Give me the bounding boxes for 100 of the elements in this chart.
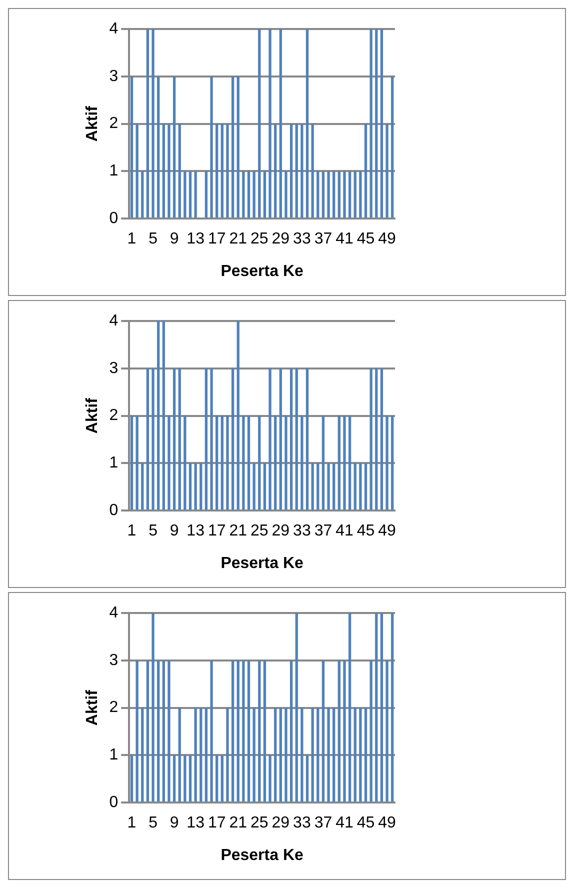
y-tick-label: 1 bbox=[109, 162, 118, 180]
y-tick-label: 2 bbox=[109, 115, 118, 132]
x-tick-label: 29 bbox=[272, 522, 290, 540]
bar bbox=[343, 171, 346, 218]
x-tick-label: 13 bbox=[186, 522, 205, 540]
bar bbox=[375, 613, 378, 802]
bar bbox=[338, 416, 340, 510]
bar bbox=[231, 76, 234, 218]
bar bbox=[146, 368, 150, 510]
bar bbox=[391, 416, 394, 510]
bar bbox=[322, 416, 325, 510]
bar bbox=[216, 124, 218, 218]
bar bbox=[354, 463, 356, 510]
bar bbox=[236, 76, 240, 218]
bar bbox=[359, 171, 362, 218]
bar bbox=[146, 29, 150, 218]
bar bbox=[375, 368, 378, 510]
bar bbox=[274, 708, 277, 802]
bar bbox=[236, 321, 240, 510]
x-tick-label: 41 bbox=[336, 814, 354, 832]
bar bbox=[188, 171, 192, 218]
bar bbox=[359, 463, 362, 510]
bar bbox=[216, 416, 218, 510]
bar bbox=[370, 660, 372, 802]
x-tick-label: 21 bbox=[229, 230, 248, 248]
bar bbox=[184, 755, 186, 802]
bar bbox=[279, 29, 282, 218]
x-tick-label: 45 bbox=[356, 814, 375, 832]
bar bbox=[380, 29, 384, 218]
bar bbox=[226, 416, 229, 510]
bar bbox=[338, 660, 340, 802]
y-tick-label: 2 bbox=[109, 699, 118, 716]
x-tick-label: 25 bbox=[250, 522, 268, 540]
bar bbox=[200, 708, 202, 802]
x-axis-title: Peserta Ke bbox=[220, 554, 304, 572]
bar bbox=[194, 708, 197, 802]
bar bbox=[290, 124, 293, 218]
y-tick-label: 0 bbox=[109, 502, 118, 520]
bar bbox=[348, 613, 352, 802]
bar bbox=[252, 171, 256, 218]
bar bbox=[130, 416, 134, 510]
bar bbox=[168, 416, 170, 510]
bar bbox=[268, 755, 272, 802]
bar bbox=[194, 463, 197, 510]
y-tick-label: 4 bbox=[109, 604, 118, 622]
x-axis-title: Peserta Ke bbox=[220, 846, 304, 864]
bar bbox=[263, 171, 266, 218]
bar bbox=[152, 29, 154, 218]
bar bbox=[210, 660, 213, 802]
bar bbox=[252, 708, 256, 802]
x-tick-label: 17 bbox=[208, 814, 226, 832]
bar bbox=[184, 416, 186, 510]
bar bbox=[200, 463, 202, 510]
bar bbox=[258, 29, 261, 218]
bar bbox=[247, 416, 250, 510]
bar bbox=[184, 171, 186, 218]
bar bbox=[172, 368, 176, 510]
bar bbox=[141, 463, 144, 510]
bar bbox=[162, 321, 165, 510]
bar bbox=[332, 171, 336, 218]
bar bbox=[136, 416, 138, 510]
bar bbox=[252, 463, 256, 510]
x-tick-label: 49 bbox=[378, 814, 396, 832]
bar bbox=[306, 368, 309, 510]
bar bbox=[316, 171, 320, 218]
x-tick-label: 9 bbox=[170, 522, 179, 540]
bar bbox=[242, 416, 245, 510]
bar bbox=[290, 368, 293, 510]
bar bbox=[306, 755, 309, 802]
bar bbox=[316, 463, 320, 510]
bar bbox=[316, 708, 320, 802]
bar bbox=[130, 755, 134, 802]
bar bbox=[391, 76, 394, 218]
bar bbox=[136, 124, 138, 218]
bar bbox=[327, 463, 330, 510]
bar bbox=[210, 76, 213, 218]
x-tick-label: 21 bbox=[229, 522, 248, 540]
x-tick-label: 33 bbox=[293, 230, 311, 248]
y-tick-label: 1 bbox=[109, 746, 118, 764]
x-tick-label: 37 bbox=[314, 814, 332, 832]
bar bbox=[274, 416, 277, 510]
bar bbox=[359, 708, 362, 802]
bar bbox=[146, 660, 150, 802]
bar bbox=[178, 368, 181, 510]
bar bbox=[210, 368, 213, 510]
bar bbox=[364, 463, 368, 510]
bar bbox=[306, 29, 309, 218]
bar bbox=[268, 368, 272, 510]
bar bbox=[311, 463, 314, 510]
y-axis-title: Aktif bbox=[84, 105, 102, 142]
bar bbox=[130, 76, 134, 218]
bar bbox=[322, 171, 325, 218]
x-axis-title: Peserta Ke bbox=[220, 262, 304, 280]
x-tick-label: 29 bbox=[272, 230, 290, 248]
bar bbox=[242, 660, 245, 802]
x-tick-label: 33 bbox=[293, 814, 311, 832]
bar bbox=[231, 660, 234, 802]
y-tick-label: 4 bbox=[109, 312, 118, 330]
bar bbox=[364, 124, 368, 218]
bar bbox=[194, 171, 197, 218]
